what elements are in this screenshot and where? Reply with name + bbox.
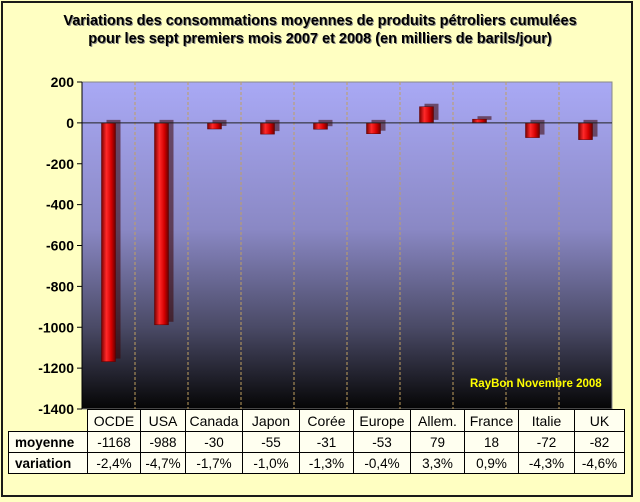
watermark: RayBon Novembre 2008 xyxy=(470,378,602,390)
bar-canada xyxy=(207,122,222,130)
table-cell: -31 xyxy=(299,431,354,453)
table-cell: -1,7% xyxy=(185,452,243,474)
table-cell: 0,9% xyxy=(464,452,519,474)
table-cell: 18 xyxy=(464,431,519,453)
category-label: Japon xyxy=(242,409,300,432)
y-tick-label: -1000 xyxy=(38,319,74,335)
table-cell: -4,3% xyxy=(518,452,575,474)
category-label: Italie xyxy=(518,409,575,432)
chart-title-line-2: pour les sept premiers mois 2007 et 2008… xyxy=(88,31,552,47)
table-cell: -0,4% xyxy=(353,452,411,474)
table-cell: -72 xyxy=(518,431,575,453)
bar-uk xyxy=(578,122,593,140)
table-cell: -4,6% xyxy=(574,452,625,474)
category-row-blank xyxy=(8,409,88,432)
category-label: UK xyxy=(574,409,625,432)
table-cell: -4,7% xyxy=(140,452,186,474)
table-cell: -1168 xyxy=(87,431,141,453)
category-label: OCDE xyxy=(87,409,141,432)
table-cell: -1,0% xyxy=(242,452,300,474)
table-cell: -53 xyxy=(353,431,411,453)
row-label-moyenne: moyenne xyxy=(8,431,88,453)
table-cell: 3,3% xyxy=(410,452,465,474)
table-row-moyenne: moyenne -1168 -988 -30 -55 -31 -53 79 18 -72 -82 xyxy=(8,431,625,453)
bar-france xyxy=(472,118,487,124)
data-table: OCDE USA Canada Japon Corée Europe Allem. Franc… xyxy=(8,409,625,474)
category-label: USA xyxy=(140,409,186,432)
table-cell: -988 xyxy=(140,431,186,453)
category-label: Europe xyxy=(353,409,411,432)
bar-allem xyxy=(419,106,434,124)
table-cell: -55 xyxy=(242,431,300,453)
y-tick-label: -200 xyxy=(46,156,74,172)
category-dividers xyxy=(134,82,560,409)
y-tick-label: -400 xyxy=(46,197,74,213)
bar-europe xyxy=(366,122,381,134)
bar-japon xyxy=(260,122,275,135)
table-cell: -82 xyxy=(574,431,625,453)
chart-title-line-1: Variations des consommations moyennes de… xyxy=(63,13,577,29)
bar-italie xyxy=(525,122,540,138)
table-cell: -1,3% xyxy=(299,452,354,474)
chart-title: Variations des consommations moyennes de… xyxy=(0,12,640,48)
category-label: Allem. xyxy=(410,409,465,432)
table-cell: 79 xyxy=(410,431,465,453)
y-tick-label: -800 xyxy=(46,278,74,294)
category-label: France xyxy=(464,409,519,432)
table-row-variation: variation -2,4% -4,7% -1,7% -1,0% -1,3% -0,4%… xyxy=(8,452,625,474)
y-tick-label: -1200 xyxy=(38,360,74,376)
category-label: Corée xyxy=(299,409,354,432)
y-tick-label: 0 xyxy=(66,115,74,131)
bar-shadow xyxy=(477,116,492,120)
bar-ocde xyxy=(101,122,116,362)
category-label: Canada xyxy=(185,409,243,432)
row-label-variation: variation xyxy=(8,452,88,474)
y-tick-label: -600 xyxy=(46,238,74,254)
table-cell: -2,4% xyxy=(87,452,141,474)
y-tick-label: 200 xyxy=(51,74,75,90)
bar-core xyxy=(313,122,328,130)
bar-usa xyxy=(154,122,169,326)
category-row: OCDE USA Canada Japon Corée Europe Allem. Franc… xyxy=(8,409,625,432)
table-cell: -30 xyxy=(185,431,243,453)
